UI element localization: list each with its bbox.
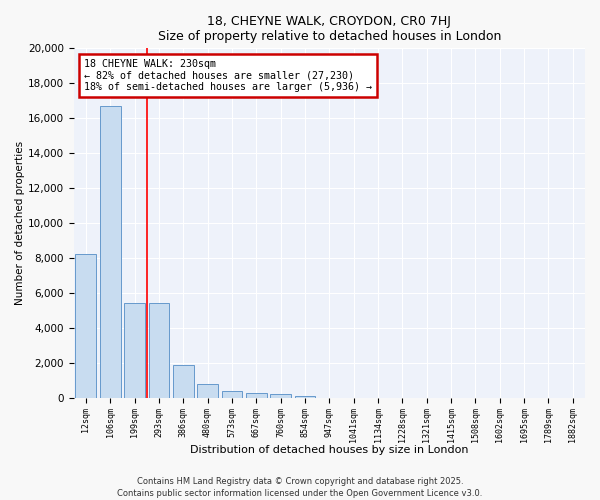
X-axis label: Distribution of detached houses by size in London: Distribution of detached houses by size …	[190, 445, 469, 455]
Bar	[270, 394, 291, 398]
Y-axis label: Number of detached properties: Number of detached properties	[15, 141, 25, 305]
Title: 18, CHEYNE WALK, CROYDON, CR0 7HJ
Size of property relative to detached houses i: 18, CHEYNE WALK, CROYDON, CR0 7HJ Size o…	[158, 15, 501, 43]
Bar	[100, 106, 121, 398]
Bar	[124, 303, 145, 398]
Bar	[173, 365, 194, 398]
Bar	[197, 384, 218, 398]
Bar	[295, 396, 316, 398]
Bar	[246, 393, 266, 398]
Text: Contains HM Land Registry data © Crown copyright and database right 2025.
Contai: Contains HM Land Registry data © Crown c…	[118, 476, 482, 498]
Text: 18 CHEYNE WALK: 230sqm
← 82% of detached houses are smaller (27,230)
18% of semi: 18 CHEYNE WALK: 230sqm ← 82% of detached…	[84, 59, 372, 92]
Bar	[221, 392, 242, 398]
Bar	[149, 303, 169, 398]
Bar	[76, 254, 96, 398]
